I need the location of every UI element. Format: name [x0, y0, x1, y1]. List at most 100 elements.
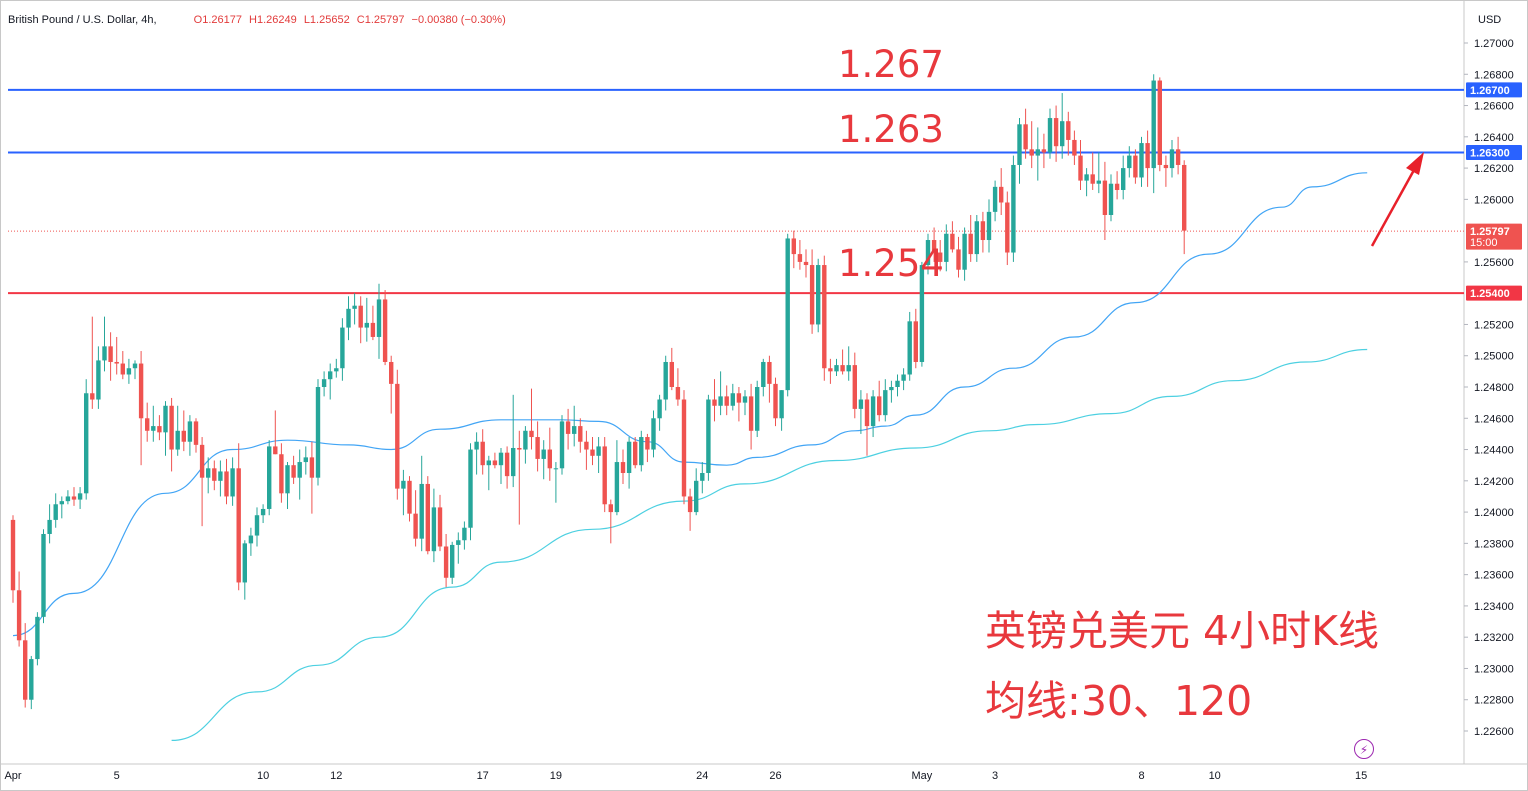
candle — [96, 346, 101, 409]
candle — [1163, 155, 1169, 187]
candle-body — [1163, 164, 1169, 169]
candle-body — [1182, 164, 1187, 231]
candle-body — [370, 322, 376, 337]
price-tick-label: 1.24800 — [1474, 382, 1514, 394]
candle — [486, 455, 491, 491]
candle — [401, 469, 406, 516]
time-tick-label: 17 — [477, 770, 489, 782]
candle — [474, 432, 479, 475]
candle — [779, 390, 784, 431]
candle-body — [828, 368, 833, 372]
candle-body — [1066, 121, 1071, 140]
candle-body — [608, 504, 613, 513]
candle-body — [443, 546, 449, 578]
candle-body — [590, 449, 595, 456]
candle — [47, 504, 52, 544]
candle — [1127, 146, 1132, 178]
price-axis[interactable]: 1.27000 1.26800 1.26600 1.26400 1.26200 1.260… — [1463, 0, 1514, 764]
candle-body — [1041, 149, 1047, 153]
price-tick-label: 1.24400 — [1474, 445, 1514, 457]
candle-body — [1096, 180, 1101, 184]
candle-body — [16, 590, 22, 641]
candle-body — [102, 346, 107, 361]
candle — [151, 405, 156, 442]
candle-body — [340, 327, 345, 369]
candle — [590, 437, 595, 466]
candle — [584, 430, 589, 470]
candle — [681, 390, 687, 505]
horizontal-levels — [8, 88, 1464, 295]
candle-body — [907, 321, 912, 375]
candle-body — [816, 265, 821, 325]
candle — [120, 351, 125, 380]
low-value: L1.25652 — [303, 14, 350, 26]
candle — [938, 240, 943, 272]
candle — [864, 393, 870, 456]
candle-body — [956, 249, 961, 270]
candle — [358, 296, 363, 344]
candle-body — [59, 501, 64, 505]
candle-body — [724, 396, 729, 406]
candle-body — [1035, 149, 1040, 156]
candle-body — [260, 508, 266, 516]
annotation-chart-title-cn: 英镑兑美元 4小时K线 — [985, 607, 1380, 655]
candle — [687, 488, 693, 531]
candle — [950, 221, 955, 253]
candle — [925, 233, 931, 275]
price-tick-label: 1.23200 — [1474, 632, 1514, 644]
candle-body — [950, 233, 955, 250]
candle — [633, 437, 638, 469]
candle — [700, 462, 705, 494]
candle-body — [65, 496, 71, 502]
symbol-info-bar[interactable]: British Pound / U.S. Dollar, 4h, O1.2617… — [8, 14, 510, 26]
candle — [1182, 160, 1187, 255]
candle — [1005, 191, 1010, 266]
candle-body — [517, 447, 522, 450]
candle-body — [785, 238, 790, 391]
lightning-icon[interactable]: ⚡ — [1354, 739, 1374, 759]
candle — [376, 283, 382, 359]
price-tick-label: 1.23600 — [1474, 570, 1514, 582]
candle-body — [401, 480, 406, 489]
candle — [16, 571, 22, 647]
candle — [340, 318, 345, 381]
candle-body — [809, 265, 815, 325]
candle — [992, 180, 998, 222]
candle-body — [633, 441, 638, 466]
candle — [157, 415, 162, 441]
candle — [175, 405, 180, 456]
candle — [254, 507, 260, 547]
candle — [718, 371, 723, 416]
price-tick-label: 1.26000 — [1474, 194, 1514, 206]
candle — [132, 360, 138, 380]
time-axis[interactable]: Apr 5 10 12 17 19 24 26 May 3 8 10 15 — [0, 763, 1528, 782]
candle — [41, 529, 46, 624]
candle-body — [437, 507, 443, 547]
candle — [1121, 155, 1126, 200]
candle — [248, 527, 254, 556]
candle — [1035, 127, 1040, 181]
candle-body — [980, 221, 986, 241]
candle — [145, 402, 150, 442]
candle — [1169, 139, 1175, 178]
candle — [163, 401, 168, 456]
candle — [1029, 121, 1034, 169]
time-tick-label: 15 — [1355, 770, 1367, 782]
symbol-title[interactable]: British Pound / U.S. Dollar, 4h, — [8, 14, 157, 26]
candle — [901, 368, 906, 391]
candle-body — [572, 426, 577, 434]
candle-body — [407, 480, 412, 514]
candle — [889, 380, 894, 403]
candle — [1017, 118, 1022, 184]
candle — [1078, 139, 1083, 190]
candle — [450, 541, 455, 585]
candle-body — [883, 390, 888, 416]
candle-body — [480, 441, 485, 466]
price-tick-label: 1.26400 — [1474, 132, 1514, 144]
candle — [870, 390, 876, 438]
candle-body — [1029, 149, 1034, 156]
candle — [535, 421, 540, 472]
candle — [279, 443, 284, 503]
candle-body — [822, 265, 827, 369]
